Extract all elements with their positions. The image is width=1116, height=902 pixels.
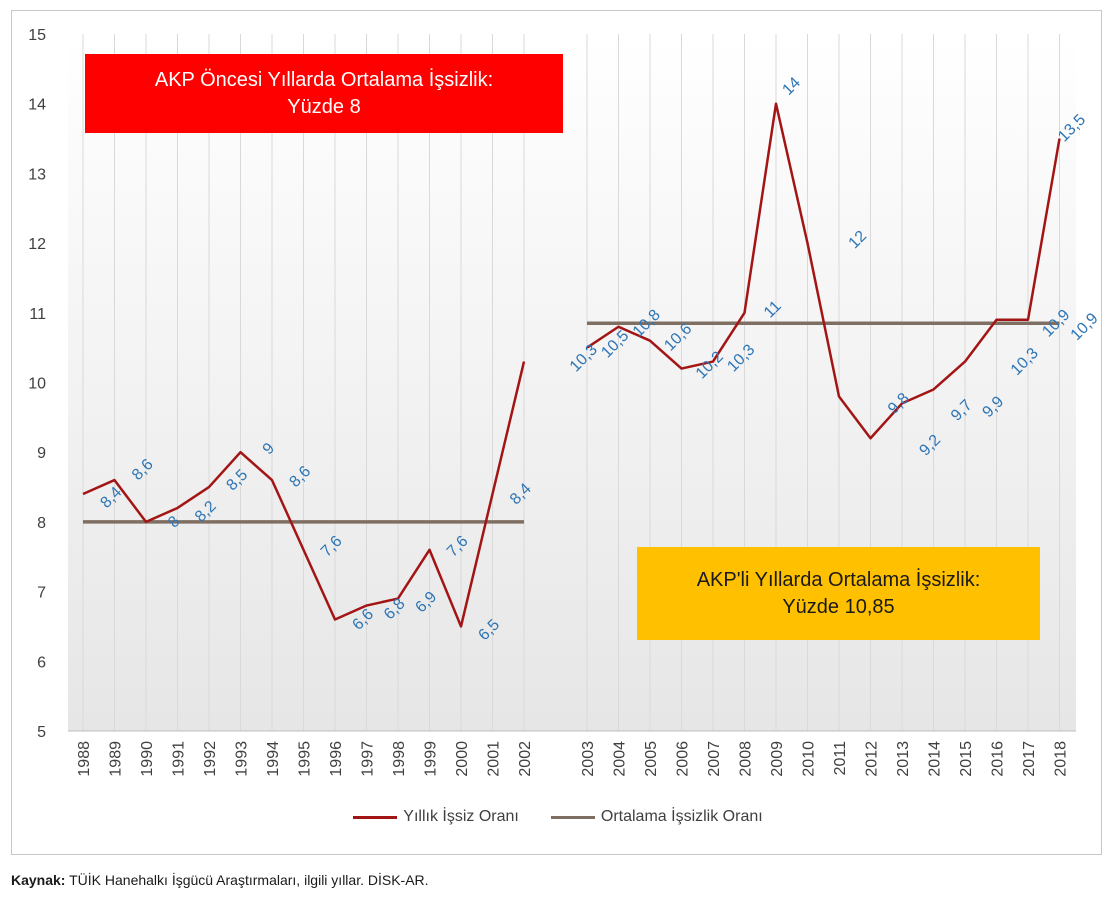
legend-item-annual-rate: Yıllık İşsiz Oranı <box>353 808 519 826</box>
x-tick-label: 1996 <box>328 741 345 777</box>
x-tick-label: 2018 <box>1053 741 1070 777</box>
x-tick-label: 2005 <box>643 741 660 777</box>
legend-item-average-rate: Ortalama İşsizlik Oranı <box>550 808 763 826</box>
x-tick-label: 1994 <box>265 741 282 777</box>
pre-akp-average-banner: AKP Öncesi Yıllarda Ortalama İşsizlik: Y… <box>85 54 563 133</box>
x-tick-label: 2002 <box>517 741 534 777</box>
x-tick-label: 2000 <box>454 741 471 777</box>
akp-banner-line2: Yüzde 10,85 <box>782 595 895 618</box>
y-tick-label: 7 <box>37 585 46 602</box>
x-tick-label: 1998 <box>391 741 408 777</box>
x-tick-label: 2011 <box>832 741 849 776</box>
x-tick-label: 2016 <box>990 741 1007 777</box>
y-tick-label: 8 <box>37 515 46 532</box>
x-tick-label: 2015 <box>958 741 975 777</box>
y-tick-label: 15 <box>28 27 46 44</box>
source-text: TÜİK Hanehalkı İşgücü Araştırmaları, ilg… <box>65 872 429 888</box>
x-tick-label: 2009 <box>769 741 786 777</box>
x-tick-label: 1989 <box>108 741 125 777</box>
y-tick-label: 6 <box>37 654 46 671</box>
x-tick-label: 1991 <box>171 741 188 777</box>
x-tick-label: 2003 <box>580 741 597 777</box>
legend-label-average: Ortalama İşsizlik Oranı <box>600 808 763 825</box>
source-note: Kaynak: TÜİK Hanehalkı İşgücü Araştırmal… <box>11 872 429 888</box>
y-tick-label: 5 <box>37 724 46 741</box>
y-tick-label: 14 <box>28 97 46 114</box>
x-tick-label: 2001 <box>486 741 503 777</box>
y-tick-label: 11 <box>29 306 46 323</box>
source-prefix: Kaynak: <box>11 872 66 888</box>
x-tick-label: 2006 <box>675 741 692 777</box>
x-tick-label: 2012 <box>864 741 881 777</box>
x-tick-label: 2007 <box>706 741 723 777</box>
akp-banner-line1: AKP'li Yıllarda Ortalama İşsizlik: <box>696 568 981 591</box>
x-tick-label: 1993 <box>234 741 251 777</box>
x-tick-label: 2010 <box>801 741 818 777</box>
x-tick-label: 2004 <box>612 741 629 777</box>
y-tick-label: 9 <box>37 445 46 462</box>
y-tick-label: 13 <box>28 166 46 183</box>
chart-legend: Yıllık İşsiz Oranı Ortalama İşsizlik Ora… <box>0 808 1116 826</box>
x-tick-label: 1999 <box>423 741 440 777</box>
x-tick-label: 2013 <box>895 741 912 777</box>
x-tick-label: 1995 <box>297 741 314 777</box>
y-tick-label: 12 <box>28 236 46 253</box>
annual-rate-line-2 <box>586 102 1061 440</box>
x-tick-label: 2008 <box>738 741 755 777</box>
legend-swatch-annual <box>353 815 398 819</box>
x-tick-label: 2017 <box>1021 741 1038 777</box>
legend-label-annual: Yıllık İşsiz Oranı <box>403 808 519 825</box>
x-tick-label: 1992 <box>202 741 219 777</box>
y-tick-label: 10 <box>28 376 46 393</box>
pre-akp-banner-line1: AKP Öncesi Yıllarda Ortalama İşsizlik: <box>154 68 494 91</box>
annual-rate-line-1 <box>82 361 526 628</box>
x-tick-label: 1990 <box>139 741 156 777</box>
x-tick-label: 1997 <box>360 741 377 777</box>
pre-akp-banner-line2: Yüzde 8 <box>287 95 361 118</box>
x-tick-label: 1988 <box>76 741 93 777</box>
akp-average-banner: AKP'li Yıllarda Ortalama İşsizlik: Yüzde… <box>637 547 1040 640</box>
legend-swatch-average <box>550 815 595 819</box>
x-tick-label: 2014 <box>927 741 944 777</box>
